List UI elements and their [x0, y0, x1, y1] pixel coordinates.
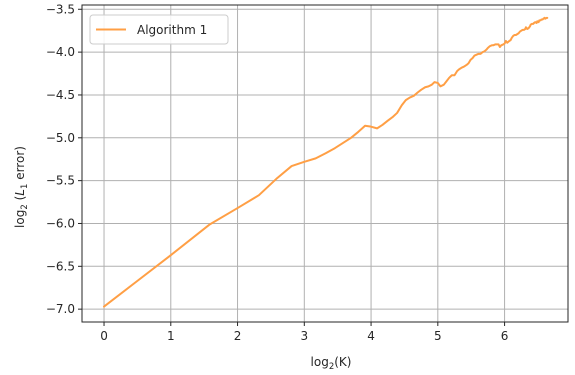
y-axis-label-variable-subscript: 1	[20, 184, 30, 189]
x-axis: 0 1 2 3 4 5 6	[100, 322, 508, 343]
y-tick-label: −4.5	[46, 88, 75, 102]
y-tick-label: −6.5	[46, 259, 75, 273]
y-tick-label: −5.5	[46, 174, 75, 188]
y-axis: −3.5 −4.0 −4.5 −5.0 −5.5 −6.0 −6.5 −7.0	[46, 2, 82, 316]
x-tick-label: 2	[234, 329, 242, 343]
y-tick-label: −4.0	[46, 45, 75, 59]
plot-frame	[81, 4, 569, 323]
y-tick-label: −6.0	[46, 216, 75, 230]
x-axis-label-paren: (K)	[334, 355, 351, 369]
series-line-1	[103, 16, 549, 308]
y-tick-label: −7.0	[46, 302, 75, 316]
x-tick-label: 4	[367, 329, 375, 343]
x-tick-label: 6	[501, 329, 509, 343]
legend-label-algorithm-1: Algorithm 1	[137, 23, 207, 37]
x-tick-label: 1	[167, 329, 175, 343]
legend-box	[89, 14, 229, 45]
x-axis-label: log2(K)	[311, 355, 352, 372]
x-tick-label: 3	[300, 329, 308, 343]
y-tick-label: −5.0	[46, 131, 75, 145]
y-axis-label-variable: L	[13, 189, 27, 196]
legend: Algorithm 1	[89, 14, 229, 45]
y-axis-label: log2 (L1 error)	[13, 146, 30, 228]
y-tick-label: −3.5	[46, 2, 75, 16]
grid	[82, 5, 568, 322]
x-axis-label-subscript: 2	[329, 362, 334, 372]
x-tick-label: 0	[100, 329, 108, 343]
y-axis-label-subscript: 2	[20, 204, 30, 209]
x-tick-label: 5	[434, 329, 442, 343]
series-layer	[103, 16, 549, 308]
